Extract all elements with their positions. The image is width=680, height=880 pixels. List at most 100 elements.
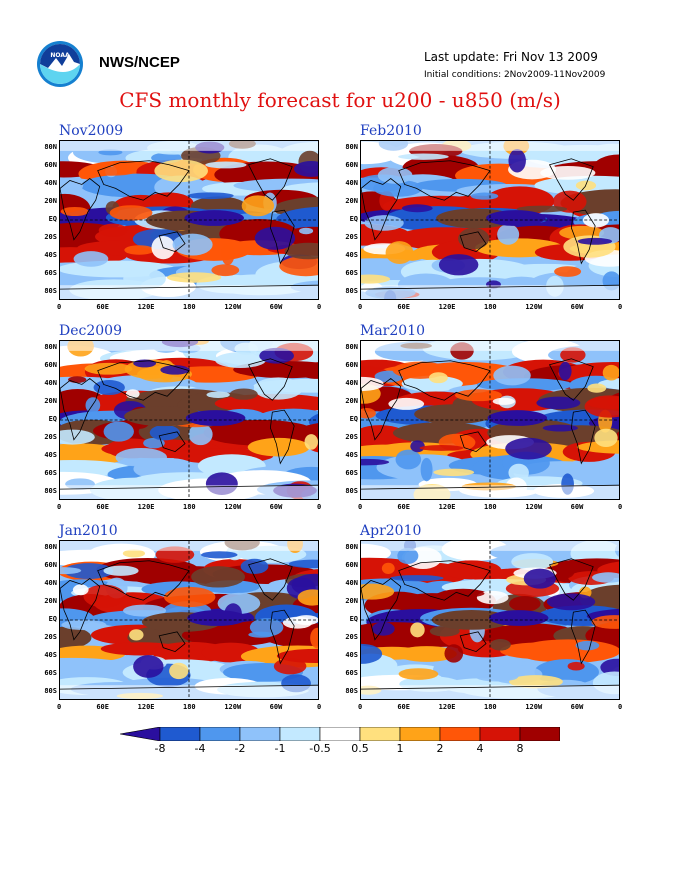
lon-label: 180 xyxy=(484,703,497,711)
panel-title-nov2009: Nov2009 xyxy=(59,123,124,139)
initial-conditions: Initial conditions: 2Nov2009-11Nov2009 xyxy=(424,70,606,80)
colorbar-label: 1 xyxy=(396,742,404,755)
colorbar-label: 8 xyxy=(516,742,524,755)
map-mar2010 xyxy=(360,340,620,500)
lon-label: 120W xyxy=(224,503,242,511)
lon-label: 60E xyxy=(96,503,109,511)
lon-label: 120E xyxy=(137,303,155,311)
lon-label: 60W xyxy=(269,503,283,511)
colorbar xyxy=(120,727,560,741)
lat-label: EQ xyxy=(349,215,358,223)
colorbar-swatch xyxy=(519,727,560,741)
lat-label: 20N xyxy=(345,397,358,405)
lon-label: 120E xyxy=(438,703,456,711)
lat-label: 60N xyxy=(345,561,358,569)
colorbar-label: 4 xyxy=(476,742,484,755)
svg-text:NOAA: NOAA xyxy=(50,52,70,59)
lon-label: 0 xyxy=(618,703,623,711)
map-apr2010 xyxy=(360,540,620,700)
panel-title-apr2010: Apr2010 xyxy=(360,523,422,539)
lat-label: 40N xyxy=(44,579,57,587)
lon-label: 60E xyxy=(96,303,109,311)
last-update: Last update: Fri Nov 13 2009 xyxy=(424,50,598,64)
lat-label: 40S xyxy=(345,251,358,259)
lat-label: 20N xyxy=(345,197,358,205)
lat-label: 40N xyxy=(345,179,358,187)
lat-label: 80N xyxy=(345,343,358,351)
lon-label: 120E xyxy=(137,703,155,711)
colorbar-swatch xyxy=(399,727,441,741)
lat-label: 60S xyxy=(44,669,57,677)
lat-label: 20S xyxy=(44,233,57,241)
lon-label: 0 xyxy=(618,303,623,311)
lat-label: 40S xyxy=(44,451,57,459)
lon-label: 60E xyxy=(96,703,109,711)
lat-label: EQ xyxy=(48,615,57,623)
map-dec2009 xyxy=(59,340,319,500)
lon-label: 0 xyxy=(358,703,363,711)
lon-label: 60W xyxy=(570,503,584,511)
lat-label: 40N xyxy=(345,579,358,587)
lon-label: 60E xyxy=(397,503,410,511)
lon-label: 180 xyxy=(183,303,196,311)
lat-label: EQ xyxy=(349,415,358,423)
lat-label: 80S xyxy=(345,287,358,295)
lat-label: 20S xyxy=(345,233,358,241)
lat-label: 60N xyxy=(44,561,57,569)
lon-label: 0 xyxy=(57,703,62,711)
lon-label: 180 xyxy=(183,503,196,511)
lat-label: 40N xyxy=(44,379,57,387)
lon-label: 120W xyxy=(525,703,543,711)
org-name: NWS/NCEP xyxy=(99,54,180,71)
lat-label: 40S xyxy=(44,251,57,259)
lat-label: 20S xyxy=(44,433,57,441)
lat-label: 60S xyxy=(44,469,57,477)
lat-label: 60N xyxy=(345,161,358,169)
lon-label: 0 xyxy=(618,503,623,511)
lat-label: 20S xyxy=(44,633,57,641)
lat-label: EQ xyxy=(48,415,57,423)
lat-label: 60N xyxy=(44,361,57,369)
lat-label: 40N xyxy=(44,179,57,187)
noaa-logo-icon: NOAA xyxy=(37,41,83,87)
lon-label: 120W xyxy=(224,303,242,311)
colorbar-swatch xyxy=(319,727,361,741)
lon-label: 60W xyxy=(269,303,283,311)
lat-label: 80N xyxy=(345,143,358,151)
lon-label: 60W xyxy=(570,303,584,311)
colorbar-swatch xyxy=(279,727,321,741)
colorbar-label: -1 xyxy=(274,742,286,755)
colorbar-label: -4 xyxy=(194,742,206,755)
lat-label: 80S xyxy=(345,687,358,695)
lat-label: 20S xyxy=(345,633,358,641)
lat-label: 60S xyxy=(345,269,358,277)
lat-label: 20N xyxy=(44,597,57,605)
panel-title-feb2010: Feb2010 xyxy=(360,123,422,139)
lat-label: 60N xyxy=(44,161,57,169)
lat-label: 40N xyxy=(345,379,358,387)
colorbar-label: -0.5 xyxy=(309,742,331,755)
lon-label: 180 xyxy=(484,503,497,511)
lon-label: 120E xyxy=(438,303,456,311)
lon-label: 120E xyxy=(438,503,456,511)
lat-label: 80N xyxy=(44,343,57,351)
lat-label: 20S xyxy=(345,433,358,441)
lon-label: 0 xyxy=(57,303,62,311)
colorbar-swatch xyxy=(159,727,201,741)
colorbar-swatch xyxy=(120,727,161,741)
lat-label: 80S xyxy=(44,687,57,695)
lon-label: 60E xyxy=(397,303,410,311)
panel-title-dec2009: Dec2009 xyxy=(59,323,122,339)
lon-label: 0 xyxy=(358,503,363,511)
lon-label: 180 xyxy=(183,703,196,711)
colorbar-label: -2 xyxy=(234,742,246,755)
colorbar-label: 2 xyxy=(436,742,444,755)
colorbar-swatch xyxy=(479,727,521,741)
colorbar-label: -8 xyxy=(154,742,166,755)
lat-label: EQ xyxy=(349,615,358,623)
lat-label: 80S xyxy=(44,487,57,495)
lon-label: 60W xyxy=(269,703,283,711)
lon-label: 0 xyxy=(57,503,62,511)
lon-label: 0 xyxy=(358,303,363,311)
lat-label: 20N xyxy=(345,597,358,605)
